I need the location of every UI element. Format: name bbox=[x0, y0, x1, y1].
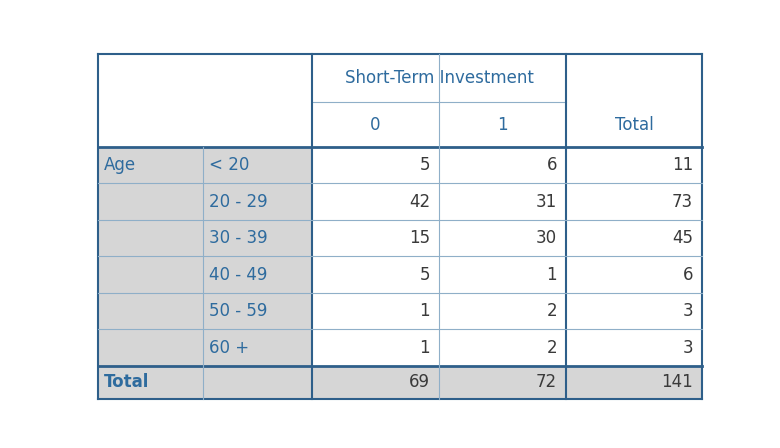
Text: 5: 5 bbox=[420, 266, 430, 284]
Text: Total: Total bbox=[615, 116, 654, 134]
Text: 2: 2 bbox=[546, 339, 557, 357]
Text: 1: 1 bbox=[497, 116, 508, 134]
Text: 20 - 29: 20 - 29 bbox=[209, 193, 268, 211]
Text: 15: 15 bbox=[409, 229, 430, 247]
Bar bbox=[312, 54, 702, 147]
Text: 0: 0 bbox=[370, 116, 381, 134]
Text: 6: 6 bbox=[682, 266, 693, 284]
Bar bbox=[312, 293, 702, 329]
Text: 31: 31 bbox=[536, 193, 557, 211]
Text: 3: 3 bbox=[682, 302, 693, 320]
Bar bbox=[312, 329, 702, 366]
Bar bbox=[312, 147, 702, 183]
Text: 60 +: 60 + bbox=[209, 339, 250, 357]
Bar bbox=[98, 54, 312, 147]
Text: 6: 6 bbox=[547, 156, 557, 174]
Bar bbox=[98, 220, 312, 256]
Text: 1: 1 bbox=[546, 266, 557, 284]
Text: 1: 1 bbox=[420, 339, 430, 357]
Bar bbox=[98, 293, 312, 329]
Text: 30: 30 bbox=[536, 229, 557, 247]
Bar bbox=[312, 366, 702, 399]
Text: 30 - 39: 30 - 39 bbox=[209, 229, 268, 247]
Text: Total: Total bbox=[104, 373, 149, 392]
Text: 11: 11 bbox=[672, 156, 693, 174]
Text: 40 - 49: 40 - 49 bbox=[209, 266, 268, 284]
Bar bbox=[312, 220, 702, 256]
Bar bbox=[312, 256, 702, 293]
Text: 45: 45 bbox=[672, 229, 693, 247]
Bar bbox=[98, 183, 312, 220]
Text: 5: 5 bbox=[420, 156, 430, 174]
Text: Short-Term Investment: Short-Term Investment bbox=[345, 69, 534, 87]
Bar bbox=[98, 256, 312, 293]
Text: 2: 2 bbox=[546, 302, 557, 320]
Bar bbox=[312, 183, 702, 220]
Bar bbox=[98, 329, 312, 366]
Text: 73: 73 bbox=[672, 193, 693, 211]
Bar bbox=[98, 366, 312, 399]
Text: 50 - 59: 50 - 59 bbox=[209, 302, 268, 320]
Text: 42: 42 bbox=[409, 193, 430, 211]
Text: 1: 1 bbox=[420, 302, 430, 320]
Bar bbox=[98, 147, 312, 183]
Text: 72: 72 bbox=[536, 373, 557, 392]
Text: 141: 141 bbox=[661, 373, 693, 392]
Text: Age: Age bbox=[104, 156, 136, 174]
Text: 3: 3 bbox=[682, 339, 693, 357]
Text: < 20: < 20 bbox=[209, 156, 250, 174]
Text: 69: 69 bbox=[409, 373, 430, 392]
